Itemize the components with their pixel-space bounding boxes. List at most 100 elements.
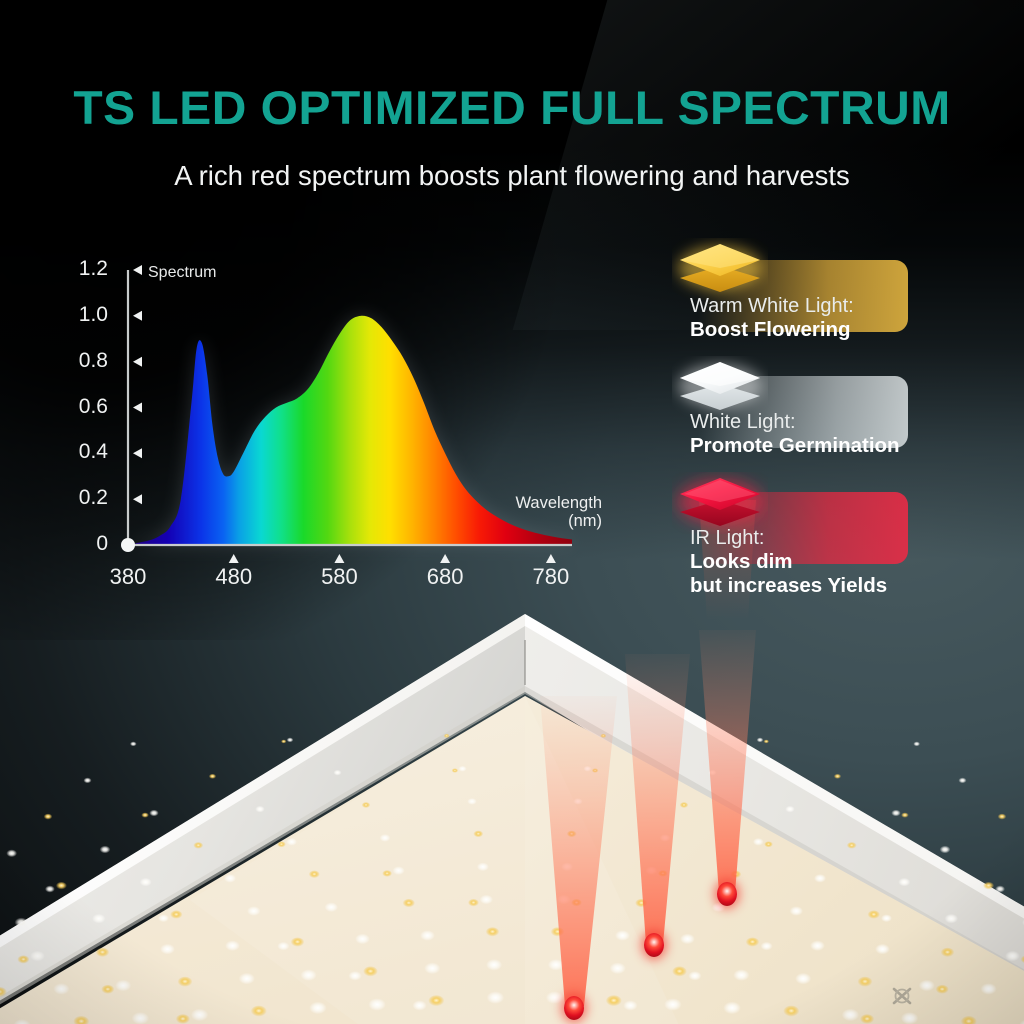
led-diode-warm: [901, 812, 909, 819]
led-diode-warm: [935, 984, 949, 995]
led-diode-white: [130, 741, 137, 747]
led-diode-white: [190, 1008, 209, 1022]
led-diode-warm: [55, 881, 67, 890]
led-diode-white: [238, 972, 255, 985]
led-diode-white: [1005, 950, 1020, 962]
led-diode-warm: [983, 881, 995, 890]
led-diode-white: [760, 941, 773, 951]
panel-illustration: [0, 614, 1024, 1024]
led-diode-white: [795, 972, 812, 985]
led-diode-warm: [361, 802, 371, 809]
led-diode-white: [158, 914, 169, 923]
led-diode-white: [615, 930, 630, 941]
led-diode-white: [881, 914, 892, 923]
led-diode-warm: [250, 1005, 267, 1018]
led-diode-white: [309, 1001, 327, 1015]
led-diode-warm: [281, 739, 287, 744]
feature-line1: Warm White Light:: [690, 295, 854, 317]
led-chip-ir-icon: [678, 478, 762, 526]
y-tick-label: 0.2: [78, 486, 108, 510]
x-axis-caption: Wavelength (nm): [472, 494, 602, 531]
x-tick-label: 480: [215, 564, 253, 589]
led-diode-white: [379, 834, 391, 842]
led-diode-warm: [940, 947, 955, 958]
y-tick-label: 0.4: [78, 440, 108, 464]
led-diode-white: [412, 1000, 427, 1011]
led-diode-white: [918, 979, 935, 992]
y-tick-label: 0.6: [78, 394, 108, 418]
led-diode-warm: [177, 976, 193, 988]
led-diode-warm: [997, 813, 1007, 820]
led-diode-warm: [485, 927, 500, 937]
led-diode-white: [785, 805, 795, 813]
led-diode-white: [44, 885, 55, 893]
ir-led-left: [564, 996, 584, 1020]
feature-text-warm-white: Warm White Light: Boost Flowering: [690, 295, 854, 342]
led-diode-warm: [363, 966, 378, 977]
spectrum-chart-svg: [121, 265, 572, 563]
x-tick-mark: [545, 554, 556, 563]
x-tick-label: 680: [426, 564, 464, 589]
led-diode-white: [277, 941, 290, 951]
led-diode-white: [664, 998, 682, 1011]
feature-card-ir[interactable]: IR Light: Looks dim but increases Yields: [672, 472, 908, 602]
ir-led-right: [717, 882, 737, 906]
led-diode-white: [479, 894, 493, 905]
led-diode-white: [680, 933, 695, 945]
led-diode-warm: [308, 870, 320, 879]
y-tick-mark: [133, 310, 142, 321]
led-diode-warm: [451, 768, 459, 774]
led-diode-warm: [859, 1014, 875, 1024]
led-diode-warm: [193, 842, 204, 850]
y-tick-label: 1.2: [78, 257, 108, 280]
led-diode-warm: [402, 898, 415, 908]
led-diode-white: [891, 809, 901, 817]
led-diode-white: [131, 1012, 150, 1024]
led-diode-warm: [141, 812, 149, 819]
led-diode-white: [458, 765, 467, 772]
led-diode-white: [355, 933, 370, 945]
x-tick-label: 780: [532, 564, 570, 589]
led-diode-warm: [290, 937, 305, 948]
page-subtitle: A rich red spectrum boosts plant floweri…: [174, 160, 850, 191]
feature-line2: Promote Germination: [690, 434, 900, 457]
led-diode-warm: [783, 1005, 800, 1018]
y-tick-mark: [133, 448, 142, 459]
led-diode-warm: [43, 813, 53, 820]
led-diode-warm: [867, 910, 880, 920]
feature-card-white[interactable]: White Light: Promote Germination: [672, 356, 908, 466]
x-axis-caption-title: Wavelength: [515, 494, 602, 512]
spectrum-chart: Spectrum Wavelength (nm) 0 0.2 0.4 0.6 0.8 1.…: [60, 246, 620, 596]
led-diode-white: [623, 1000, 638, 1011]
led-diode-white: [609, 962, 626, 975]
feature-card-warm-white[interactable]: Warm White Light: Boost Flowering: [672, 238, 908, 348]
led-diode-warm: [382, 870, 393, 878]
axis-origin-dot: [121, 538, 135, 552]
led-diode-white: [348, 971, 362, 981]
led-diode-white: [486, 991, 505, 1004]
led-diode-warm: [605, 995, 622, 1007]
led-diode-white: [875, 943, 890, 955]
led-diode-white: [420, 930, 435, 941]
x-tick-mark: [334, 554, 345, 563]
led-diode-white: [149, 809, 159, 817]
led-diode-white: [995, 885, 1006, 893]
led-diode-warm: [468, 899, 479, 907]
led-diode-white: [247, 906, 261, 916]
led-diode-white: [944, 913, 958, 924]
y-tick-mark: [133, 265, 142, 275]
led-diode-white: [486, 959, 503, 971]
y-tick-label: 1.0: [78, 302, 108, 326]
led-diode-white: [30, 950, 45, 962]
led-diode-white: [545, 991, 564, 1004]
led-diode-white: [898, 877, 911, 887]
y-tick-mark: [133, 356, 142, 367]
led-diode-white: [115, 979, 132, 992]
led-diode-warm: [175, 1014, 191, 1024]
led-diode-warm: [101, 984, 115, 995]
led-diode-white: [900, 1012, 919, 1024]
y-tick-marks: [133, 265, 142, 505]
x-tick-mark: [228, 554, 239, 563]
led-diode-white: [160, 943, 175, 955]
led-diode-white: [6, 849, 18, 858]
